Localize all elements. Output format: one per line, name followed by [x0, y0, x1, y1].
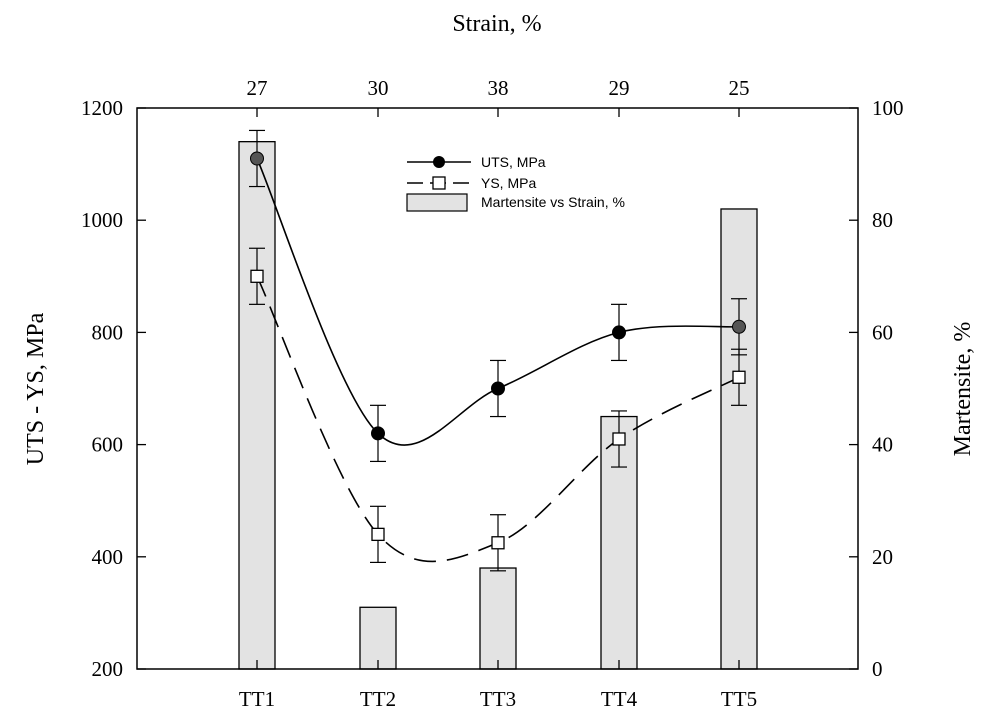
left-tick-label: 200	[92, 657, 124, 681]
category-label: TT5	[721, 687, 757, 711]
right-tick-label: 40	[872, 433, 893, 457]
martensite-bar-tt5	[720, 208, 758, 670]
ys-point	[491, 536, 505, 550]
legend: UTS, MPa YS, MPa Martensite vs Strain, %	[406, 154, 625, 212]
martensite-bar-tt3	[479, 567, 517, 670]
legend-ys-label: YS, MPa	[481, 175, 536, 191]
ys-point	[250, 269, 264, 283]
category-label: TT2	[360, 687, 396, 711]
category-label: TT4	[601, 687, 638, 711]
right-tick-label: 80	[872, 208, 893, 232]
martensite-bar-tt2	[359, 606, 397, 670]
ys-point	[612, 432, 626, 446]
ys-point	[371, 527, 385, 542]
uts-point	[250, 151, 264, 166]
left-tick-label: 400	[92, 545, 124, 569]
strain-tick-label: 38	[488, 76, 509, 100]
uts-point	[491, 381, 505, 396]
uts-line	[256, 158, 740, 446]
strain-tick-label: 30	[368, 76, 389, 100]
category-label: TT3	[480, 687, 516, 711]
ys-point	[732, 370, 746, 384]
legend-ys-marker	[432, 176, 446, 190]
uts-point	[371, 426, 385, 441]
right-tick-label: 60	[872, 320, 893, 344]
left-tick-label: 1000	[81, 208, 123, 232]
martensite-bar-tt4	[600, 415, 638, 670]
strain-tick-label: 27	[247, 76, 268, 100]
series-lines	[249, 129, 747, 572]
right-tick-label: 20	[872, 545, 893, 569]
left-tick-label: 600	[92, 433, 124, 457]
right-tick-label: 100	[872, 96, 904, 120]
legend-uts-label: UTS, MPa	[481, 154, 546, 170]
legend-martensite-label: Martensite vs Strain, %	[481, 194, 625, 210]
uts-point	[732, 319, 746, 334]
ys-line	[256, 275, 740, 563]
strain-tick-label: 29	[609, 76, 630, 100]
left-tick-label: 1200	[81, 96, 123, 120]
legend-martensite-swatch	[406, 193, 468, 212]
category-label: TT1	[239, 687, 275, 711]
strain-tick-label: 25	[729, 76, 750, 100]
legend-uts-marker	[433, 156, 445, 168]
right-tick-label: 0	[872, 657, 883, 681]
top-axis-title: Strain, %	[452, 11, 541, 37]
left-tick-label: 800	[92, 320, 124, 344]
martensite-bar-tt1	[238, 141, 276, 670]
uts-point	[612, 325, 626, 340]
axis-ticks: 200 400 600 800 1000 1200 0 20 40 60 80 100 TT1 TT2 TT…	[81, 76, 904, 711]
left-axis-title: UTS - YS, MPa	[23, 312, 49, 465]
right-axis-title: Martensite, %	[950, 322, 976, 457]
